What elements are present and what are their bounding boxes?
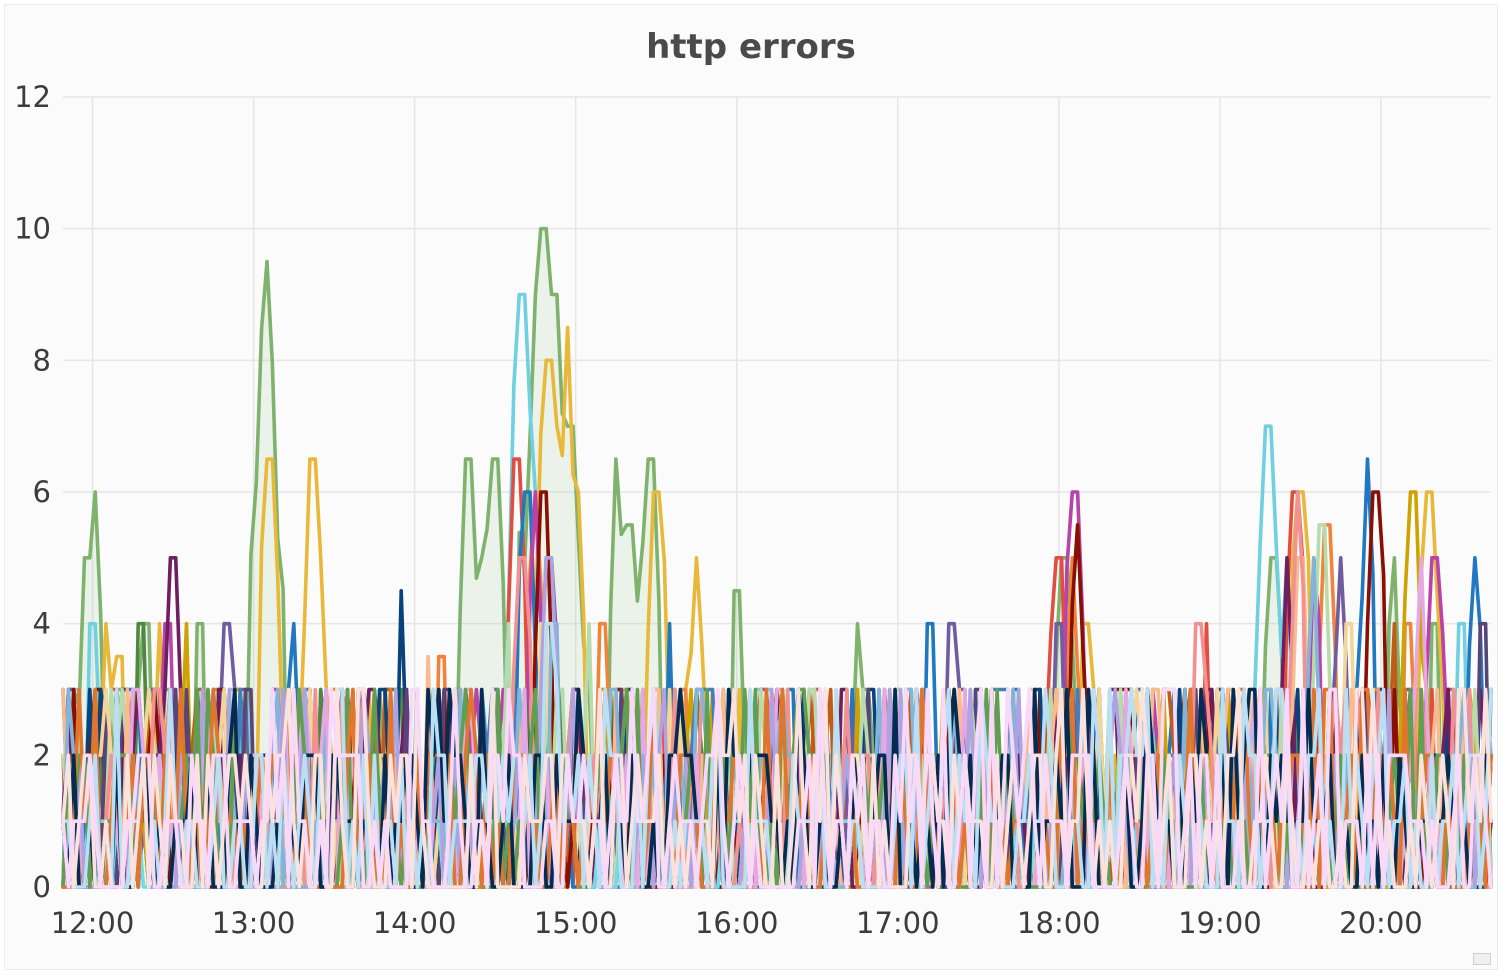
x-tick-label: 17:00 — [856, 906, 940, 940]
x-tick-label: 19:00 — [1178, 906, 1262, 940]
x-tick-label: 13:00 — [212, 906, 296, 940]
y-tick-label: 2 — [33, 738, 51, 772]
series-line[interactable] — [61, 687, 1493, 889]
y-tick-label: 6 — [33, 475, 51, 509]
resize-handle-icon[interactable] — [1473, 953, 1491, 965]
x-tick-label: 14:00 — [373, 906, 457, 940]
y-axis: 0 2 4 6 8 10 12 — [14, 80, 51, 904]
panel-title[interactable]: http errors — [646, 27, 856, 67]
y-tick-label: 8 — [33, 343, 51, 377]
series-group[interactable] — [61, 226, 1493, 889]
x-tick-label: 20:00 — [1339, 906, 1423, 940]
y-tick-label: 0 — [33, 870, 51, 904]
x-axis: 12:00 13:00 14:00 15:00 16:00 17:00 18:00 19:00… — [51, 906, 1423, 940]
line-chart: 0 2 4 6 8 10 12 12:00 13:00 14:00 15:00 16:00 17:00… — [14, 80, 1493, 940]
graph-panel: http errors 0 2 4 6 8 10 12 12:00 13:00 14:00 15:… — [4, 4, 1498, 970]
y-tick-label: 10 — [14, 212, 51, 246]
series-line[interactable] — [61, 687, 1493, 889]
x-tick-label: 16:00 — [695, 906, 779, 940]
x-tick-label: 12:00 — [51, 906, 135, 940]
y-tick-label: 4 — [33, 607, 51, 641]
x-tick-label: 18:00 — [1017, 906, 1101, 940]
x-tick-label: 15:00 — [534, 906, 618, 940]
y-tick-label: 12 — [14, 80, 51, 114]
